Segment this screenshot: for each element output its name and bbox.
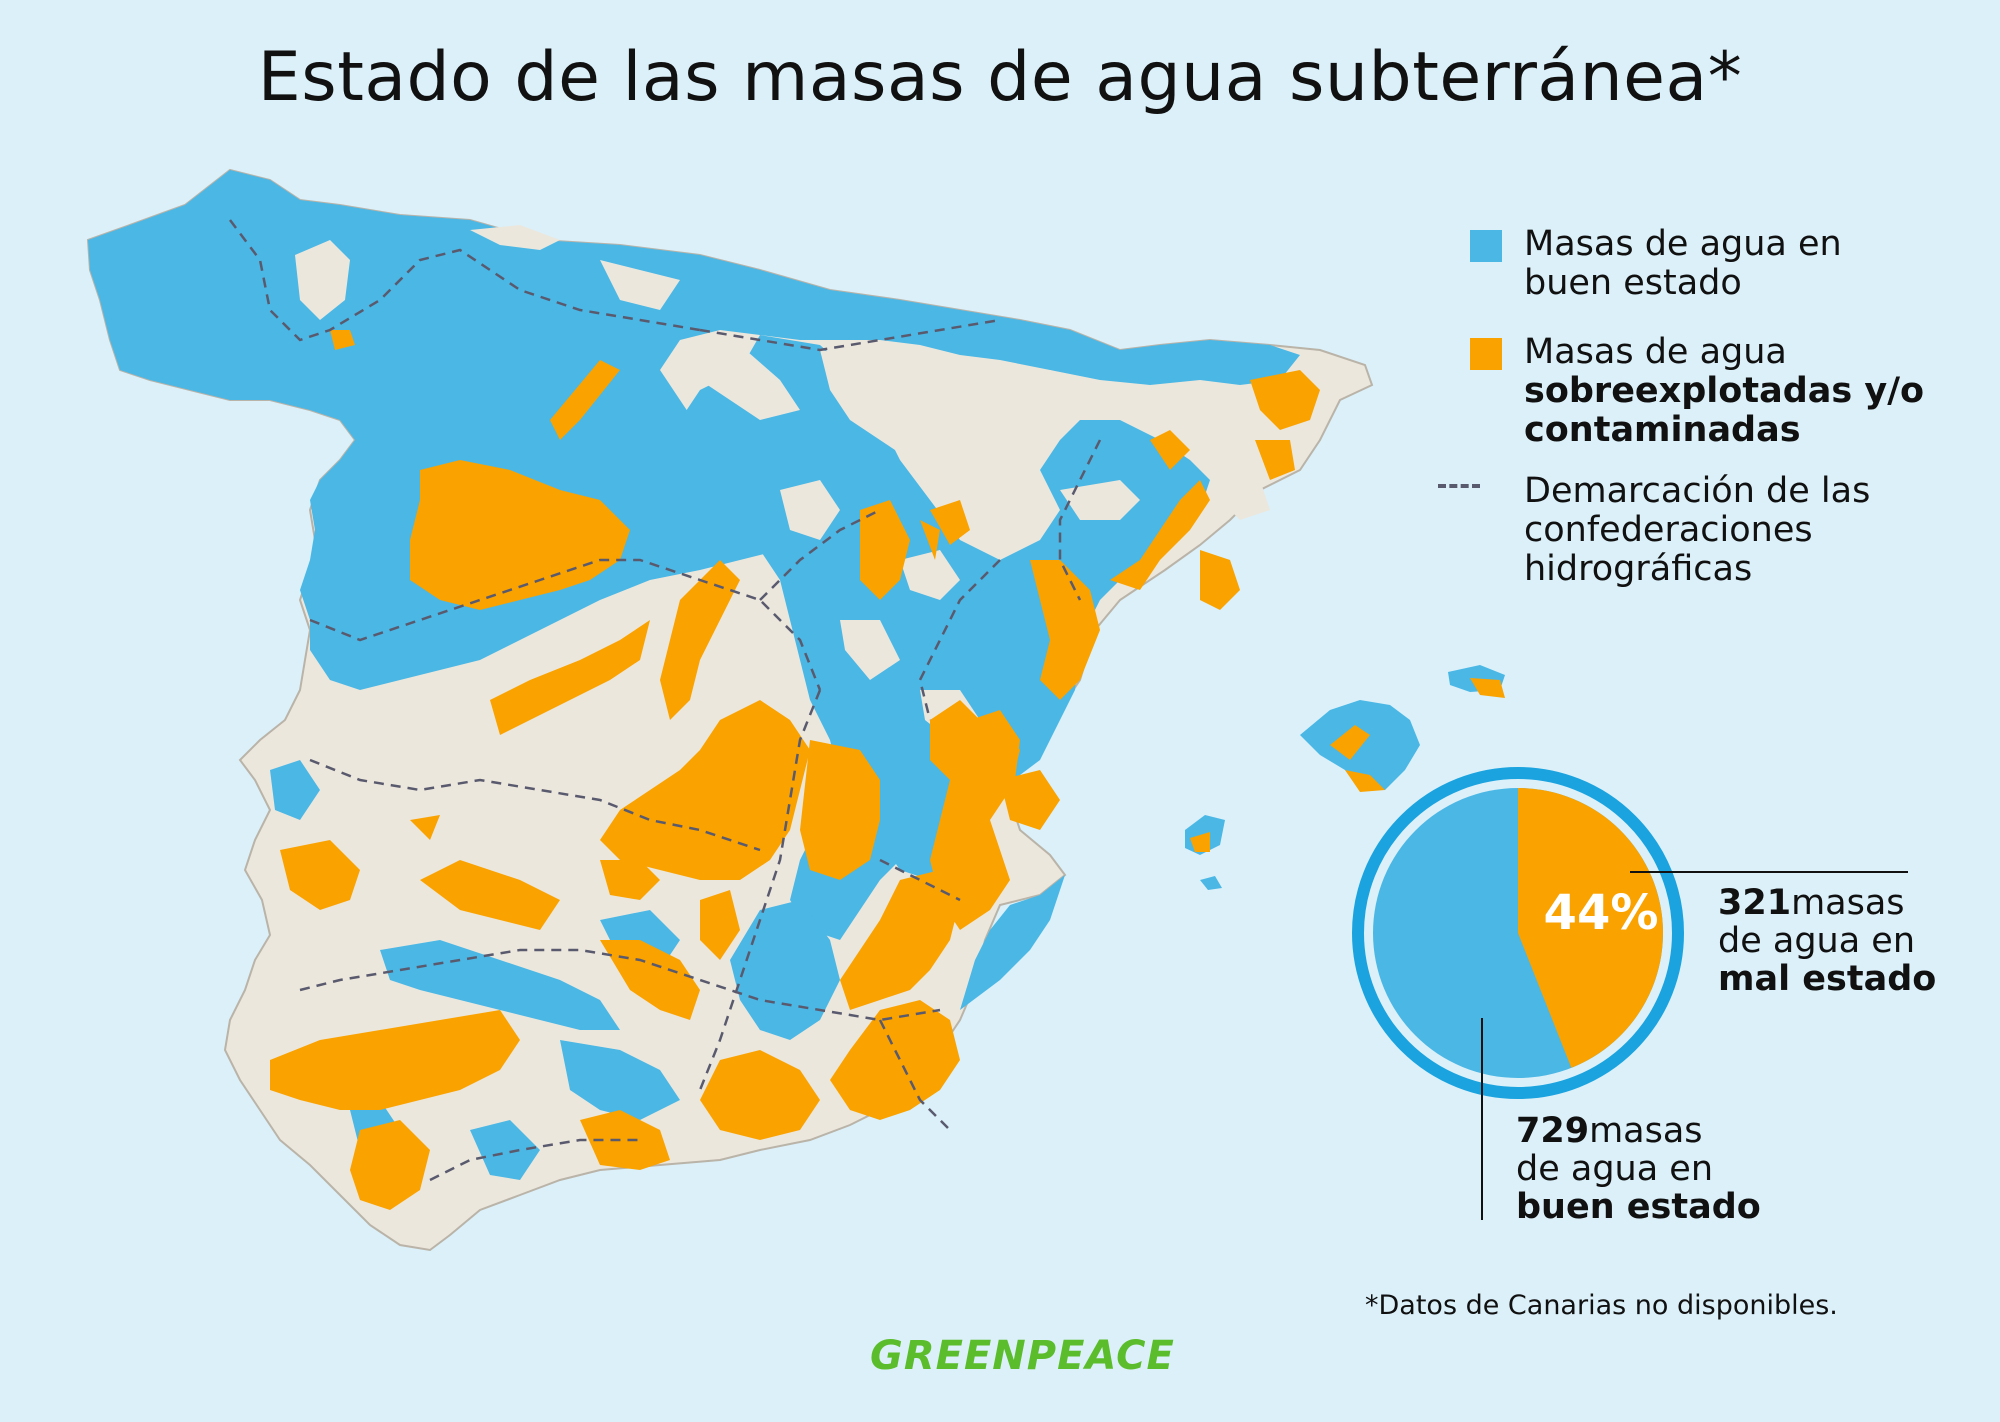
legend-bad-swatch [1470, 338, 1502, 370]
greenpeace-logo: GREENPEACE [870, 1333, 1175, 1379]
pie-percent-label: 44% [1543, 885, 1659, 941]
pie-bad-slice [1518, 788, 1663, 1068]
pie-chart [1352, 767, 1908, 1220]
legend-border-swatch [1438, 484, 1480, 488]
basin-demarcation-lines [229, 219, 1102, 1182]
bad-state-areas [270, 330, 1320, 1210]
legend-bad-label: Masas de agua sobreexplotadas y/o contam… [1524, 332, 1925, 450]
footnote: *Datos de Canarias no disponibles. [1365, 1290, 1838, 1321]
legend-good-label: Masas de agua en buen estado [1524, 224, 1842, 303]
page-title: Estado de las masas de agua subterránea* [257, 38, 1743, 117]
balearic-islands [1185, 665, 1505, 890]
legend-good-swatch [1470, 230, 1502, 262]
stat-good: 729masas de agua en buen estado [1516, 1111, 1761, 1227]
good-state-areas [88, 170, 1300, 1180]
formentera [1200, 876, 1222, 890]
legend-border-label: Demarcación de las confederaciones hidro… [1524, 471, 1871, 589]
stat-bad: 321masas de agua en mal estado [1718, 883, 1937, 999]
land-patches [295, 225, 1270, 740]
